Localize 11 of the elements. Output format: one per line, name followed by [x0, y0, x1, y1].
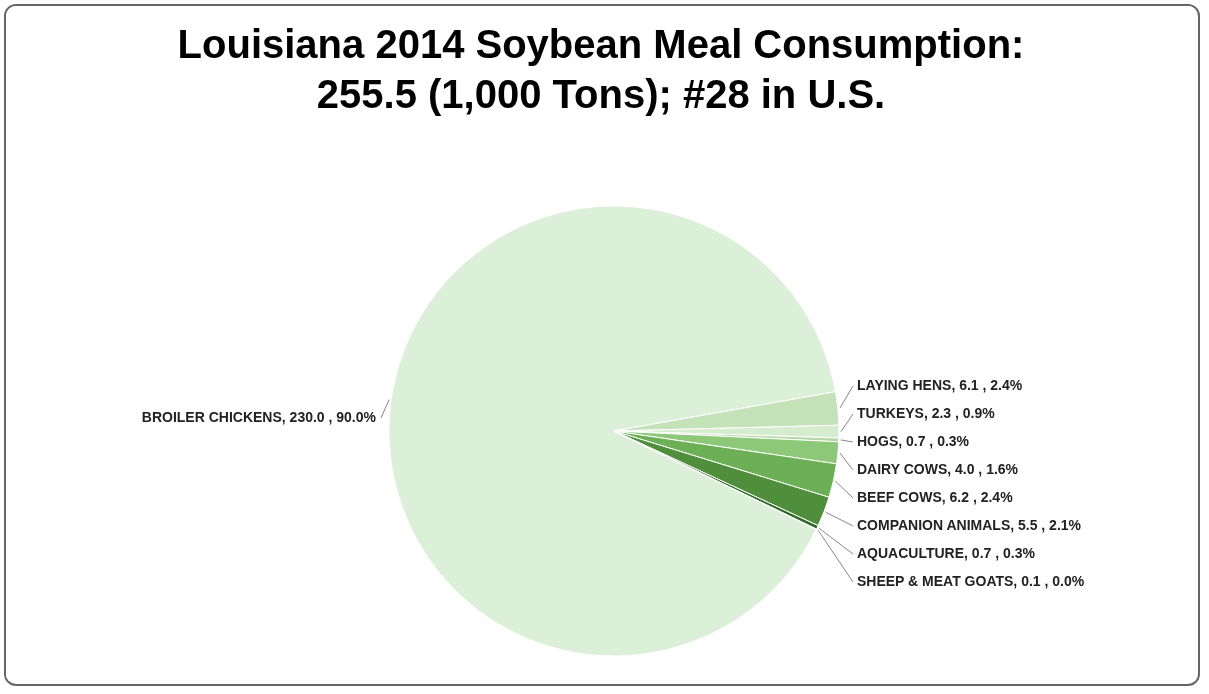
- slice-label: BEEF COWS, 6.2 , 2.4%: [857, 489, 1014, 505]
- chart-subtitle: 255.5 (1,000 Tons); #28 in U.S.: [316, 72, 886, 116]
- chart-title: Louisiana 2014 Soybean Meal Consumption:: [177, 22, 1025, 66]
- slice-label: COMPANION ANIMALS, 5.5 , 2.1%: [857, 517, 1082, 533]
- slice-label: HOGS, 0.7 , 0.3%: [857, 433, 970, 449]
- slice-label: AQUACULTURE, 0.7 , 0.3%: [857, 545, 1036, 561]
- slice-label: TURKEYS, 2.3 , 0.9%: [857, 405, 996, 421]
- slice-label: SHEEP & MEAT GOATS, 0.1 , 0.0%: [857, 573, 1085, 589]
- slice-label: LAYING HENS, 6.1 , 2.4%: [857, 377, 1023, 393]
- slice-label: BROILER CHICKENS, 230.0 , 90.0%: [141, 409, 377, 425]
- slice-label: DAIRY COWS, 4.0 , 1.6%: [857, 461, 1019, 477]
